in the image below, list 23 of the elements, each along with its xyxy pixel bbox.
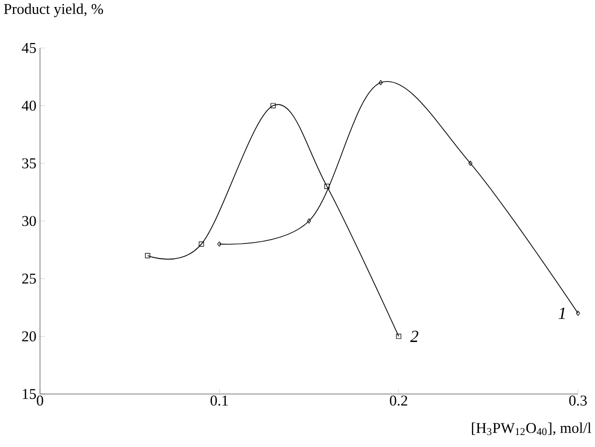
x-tick-label: 0.2 (390, 396, 408, 406)
point (145, 253, 150, 258)
x-tick-label: 0.1 (210, 396, 228, 406)
point (468, 160, 472, 166)
y-tick-label: 30 (22, 216, 36, 226)
point (270, 103, 276, 108)
point (324, 184, 330, 189)
x-axis-title: [H$_{3}$PW$_{12}$O$_{40}$], mol/l (472, 422, 592, 436)
y-tick-label: 35 (22, 158, 36, 168)
y-axis-title: Product yield, % (4, 4, 104, 18)
y-tick-label: 20 (22, 331, 36, 342)
x-tick-label: 0 (36, 396, 44, 406)
y-tick-label: 40 (22, 100, 36, 111)
point (396, 334, 402, 339)
series-label: 1 (558, 308, 565, 319)
series-label: 2 (410, 330, 418, 342)
point (306, 218, 312, 224)
point (378, 80, 383, 86)
x-tick-label: 0.3 (569, 396, 587, 406)
y-tick-label: 25 (22, 274, 36, 284)
point (198, 241, 204, 247)
y-tick-label: 45 (22, 43, 36, 53)
y-tick-label: 15 (22, 389, 36, 399)
